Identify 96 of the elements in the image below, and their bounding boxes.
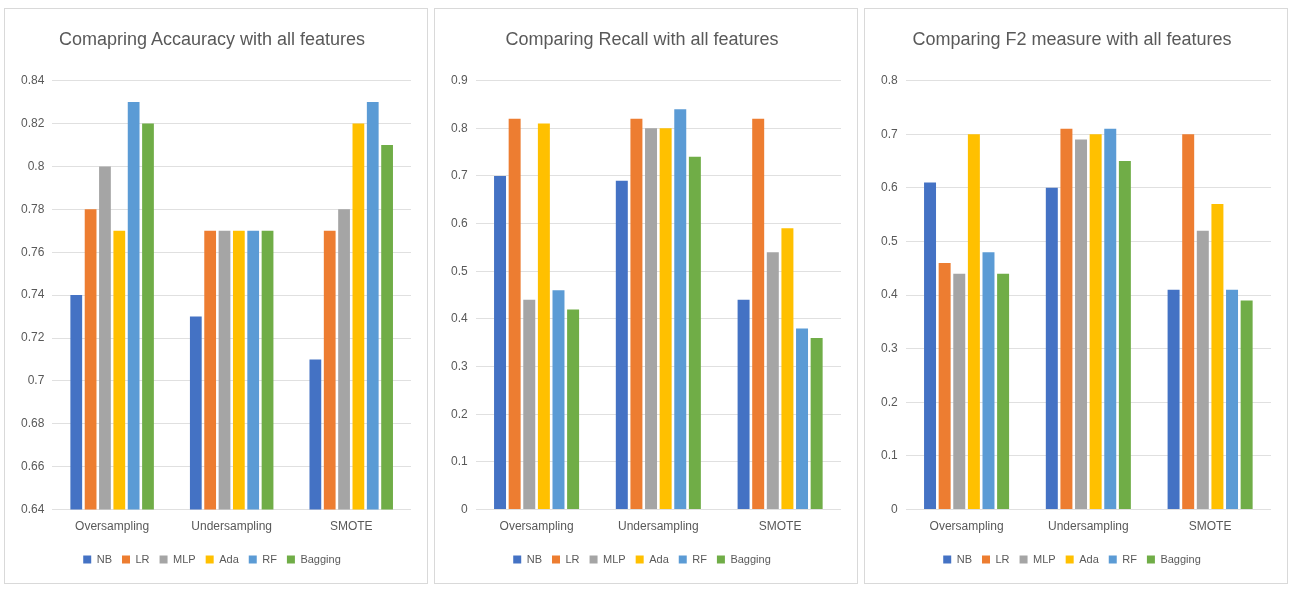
legend-label: MLP: [1033, 552, 1056, 565]
legend-label: RF: [692, 552, 708, 565]
y-tick-label: 0.8: [27, 158, 45, 173]
bar: [494, 175, 507, 510]
legend-label: Ada: [649, 552, 670, 565]
y-tick-label: 0.8: [450, 120, 468, 135]
bar: [796, 328, 809, 510]
chart-title: Comparing F2 measure with all features: [912, 28, 1232, 49]
y-tick-label: 0.3: [880, 341, 898, 356]
x-tick-label: Oversampling: [499, 519, 574, 534]
y-tick-label: 0: [890, 501, 898, 516]
bar: [810, 338, 823, 510]
y-tick-label: 0.4: [880, 287, 898, 302]
legend-label: RF: [262, 552, 278, 565]
legend-label: NB: [96, 552, 112, 565]
y-tick-label: 0.2: [450, 406, 468, 421]
y-tick-label: 0.8: [880, 72, 898, 87]
bar: [645, 128, 658, 510]
legend-label: MLP: [173, 552, 196, 565]
bar: [1075, 139, 1088, 510]
bar: [781, 228, 794, 510]
legend-label: Bagging: [730, 552, 771, 565]
y-tick-label: 0.76: [21, 244, 45, 259]
bar: [1104, 128, 1117, 510]
legend-label: Bagging: [1160, 552, 1201, 565]
bar: [552, 290, 565, 510]
bar: [737, 299, 750, 510]
y-tick-label: 0.84: [21, 72, 45, 87]
y-tick-label: 0.66: [21, 459, 45, 474]
bar: [1060, 128, 1073, 510]
y-tick-label: 0.74: [21, 287, 45, 302]
bar: [1240, 300, 1253, 510]
legend-label: Ada: [219, 552, 240, 565]
chart-title: Comapring Accauracy with all features: [58, 28, 366, 49]
bar: [752, 118, 765, 510]
bar: [982, 252, 995, 510]
legend-label: NB: [956, 552, 972, 565]
bar: [1089, 134, 1102, 510]
bar: [1226, 289, 1239, 510]
bar: [1167, 289, 1180, 510]
legend-label: Bagging: [300, 552, 341, 565]
bar: [1182, 134, 1195, 510]
legend-label: Ada: [1079, 552, 1100, 565]
y-tick-label: 0: [460, 501, 468, 516]
y-tick-label: 0.1: [880, 448, 898, 463]
chart-title: Comparing Recall with all features: [505, 28, 779, 49]
y-tick-label: 0.6: [880, 180, 898, 195]
legend-label: LR: [995, 552, 1010, 565]
y-tick-label: 0.2: [880, 394, 898, 409]
bar: [997, 273, 1010, 510]
x-tick-label: SMOTE: [758, 519, 802, 534]
y-tick-label: 0.7: [27, 373, 45, 388]
y-tick-label: 0.72: [21, 330, 45, 345]
y-tick-label: 0.78: [21, 201, 45, 216]
y-tick-label: 0.1: [450, 454, 468, 469]
x-tick-label: Undersampling: [191, 519, 273, 534]
y-tick-label: 0.5: [450, 263, 468, 278]
legend-label: NB: [526, 552, 542, 565]
y-tick-label: 0.5: [880, 233, 898, 248]
bar: [630, 118, 643, 510]
y-tick-label: 0.3: [450, 358, 468, 373]
y-tick-label: 0.7: [880, 126, 898, 141]
legend-label: RF: [1122, 552, 1138, 565]
bar: [766, 252, 779, 510]
y-tick-label: 0.64: [21, 501, 45, 516]
bar: [508, 118, 521, 510]
bar: [688, 156, 701, 510]
x-tick-label: SMOTE: [1188, 519, 1232, 534]
x-tick-label: Undersampling: [1047, 519, 1129, 534]
bar: [1196, 230, 1209, 510]
y-tick-label: 0.7: [450, 168, 468, 183]
bar: [967, 134, 980, 510]
bar: [1118, 161, 1131, 510]
bar: [523, 299, 536, 510]
y-tick-label: 0.68: [21, 416, 45, 431]
legend-label: LR: [135, 552, 150, 565]
y-tick-label: 0.6: [450, 215, 468, 230]
x-tick-label: Oversampling: [75, 519, 150, 534]
x-tick-label: Oversampling: [929, 519, 1004, 534]
x-tick-label: SMOTE: [329, 519, 373, 534]
bar: [1045, 187, 1058, 510]
bar: [924, 182, 937, 510]
legend-label: MLP: [603, 552, 626, 565]
bar: [567, 309, 580, 510]
x-tick-label: Undersampling: [617, 519, 699, 534]
y-tick-label: 0.4: [450, 311, 468, 326]
bar: [615, 180, 628, 510]
bar: [1211, 203, 1224, 510]
bar: [537, 123, 550, 510]
bar: [674, 109, 687, 510]
y-tick-label: 0.82: [21, 115, 45, 130]
bar: [953, 273, 966, 510]
bar: [659, 128, 672, 510]
y-tick-label: 0.9: [450, 72, 468, 87]
legend-label: LR: [565, 552, 580, 565]
bar: [938, 262, 951, 510]
